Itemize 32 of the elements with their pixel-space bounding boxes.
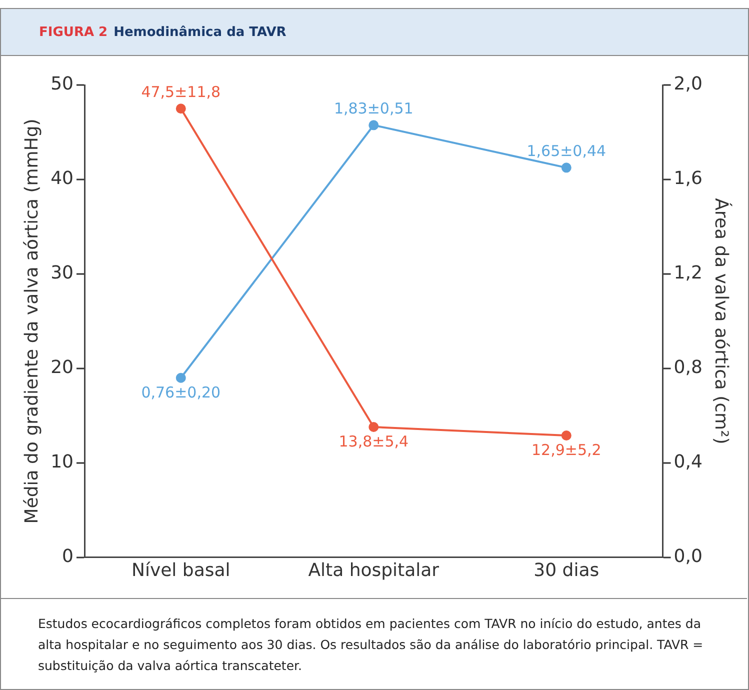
data-label: 13,8±5,4 [338, 432, 409, 450]
y-tick-label: 10 [50, 452, 74, 473]
point [368, 120, 379, 130]
point [176, 372, 186, 383]
y2-tick-label: 1,6 [674, 168, 702, 190]
x-tick-label: Alta hospitalar [308, 560, 440, 581]
point [561, 430, 572, 441]
y2-axis-title: Área da valva aórtica (cm²) [710, 198, 733, 444]
data-label: 47,5±11,8 [141, 83, 221, 102]
y2-tick-label: 1,2 [674, 262, 702, 284]
y-tick-label: 40 [50, 168, 74, 190]
y-axis-title: Média do gradiente da valva aórtica (mmHg) [21, 118, 42, 524]
data-label: 1,83±0,51 [334, 100, 414, 118]
y2-tick-label: 0,8 [674, 357, 702, 378]
point [368, 422, 379, 432]
y-tick-label: 50 [50, 74, 74, 95]
y2-tick-label: 2,0 [674, 74, 702, 95]
point [561, 162, 572, 173]
text: Estudos ecocardiográficos completos foram obtidos em pacientes com TAVR no início do estudo, antes da alta hospitalar e no seguimento aos 30 dias. Os resultados são da análise do laboratório principal. TAVR = substituição da valva aórtica transcateter. [0, 598, 747, 676]
data-label: 0,76±0,20 [141, 383, 221, 402]
y2-tick-label: 0,0 [674, 546, 702, 568]
y-tick-label: 0 [62, 546, 74, 568]
x-tick-label: Nível basal [131, 560, 230, 581]
point [176, 104, 186, 114]
chart-title: Hemodinâmica da TAVR [114, 24, 286, 40]
data-label: 1,65±0,44 [526, 142, 606, 160]
data-label: 12,9±5,2 [531, 440, 602, 459]
y2-tick-label: 0,4 [674, 452, 702, 473]
chart-subtitle: FIGURA 2 [39, 24, 108, 40]
x-tick-label: 30 dias [534, 560, 600, 581]
y-tick-label: 20 [50, 357, 74, 378]
y-tick-label: 30 [50, 262, 74, 284]
